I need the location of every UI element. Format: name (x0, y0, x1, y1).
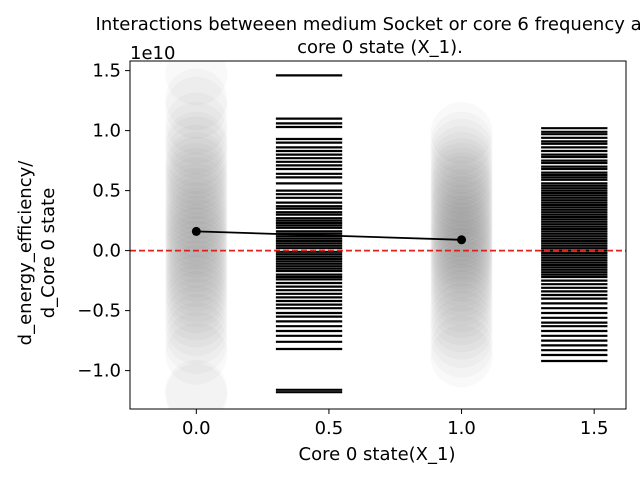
y-tick-label-4: 1.0 (92, 121, 121, 142)
x-tick-label-2: 1.0 (447, 418, 476, 439)
mean-line (196, 230, 462, 241)
y-tick-label-0: −1.0 (77, 361, 121, 382)
mean-point-0 (191, 226, 201, 236)
y-tick-label-3: 0.5 (92, 181, 121, 202)
x-tick-label-1: 0.5 (315, 418, 344, 439)
y-axis-label-line-1: d_energy_efficiency/ (15, 160, 36, 346)
x-axis-label: Core 0 state(X_1) (299, 444, 456, 465)
x-tick-label-3: 1.5 (580, 418, 609, 439)
data-marks (130, 74, 626, 394)
plot-frame (129, 60, 627, 410)
y-axis-label-line-2: d_Core 0 state (38, 188, 59, 319)
chart-title-line-1: Interactions betweeen medium Socket or c… (96, 14, 640, 35)
y-axis-offset-label: 1e10 (130, 43, 175, 64)
chart-title-line-2: core 0 state (X_1). (297, 37, 463, 58)
y-axis-label: d_energy_efficiency/ d_Core 0 state (15, 160, 59, 346)
y-tick-label-2: 0.0 (92, 241, 121, 262)
y-tick-label-1: −0.5 (77, 301, 121, 322)
y-tick-label-5: 1.5 (92, 61, 121, 82)
plot-area: 0.0 0.5 1.0 1.5 −1.0 −0.5 0.0 0.5 1.0 1.5 (77, 60, 627, 439)
mean-point-1 (457, 235, 467, 245)
x-tick-label-0: 0.0 (182, 418, 211, 439)
scatter-point-group1-44 (431, 325, 493, 387)
